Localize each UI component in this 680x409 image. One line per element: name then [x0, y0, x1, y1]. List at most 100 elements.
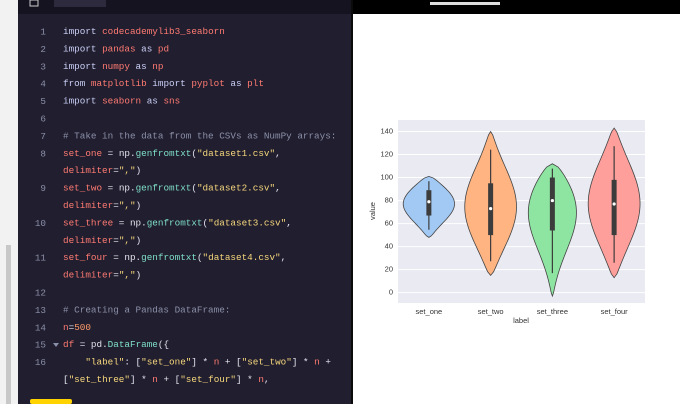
- code-token: =: [113, 270, 119, 281]
- code-token: +: [320, 357, 332, 368]
- code-token: =: [113, 235, 119, 246]
- code-token: =: [108, 253, 125, 264]
- code-token: ] *: [292, 357, 314, 368]
- code-token: # Creating a Pandas DataFrame:: [63, 305, 230, 316]
- y-tick-label: 120: [380, 150, 393, 159]
- code-token: set_four: [63, 253, 108, 264]
- code-token: # Take in the data from the CSVs as NumP…: [63, 131, 336, 142]
- code-token: delimiter: [63, 166, 113, 177]
- line-number: 12: [35, 287, 46, 298]
- y-axis-label: value: [368, 202, 377, 220]
- code-token: as: [130, 61, 147, 72]
- code-token: delimiter: [63, 200, 113, 211]
- x-tick-label: set_one: [416, 307, 443, 316]
- code-token: (: [191, 183, 197, 194]
- code-token: n: [258, 374, 264, 385]
- code-token: ): [136, 270, 142, 281]
- code-line: delimiter=","): [63, 235, 141, 246]
- code-line: import codecademylib3_seaborn: [63, 26, 225, 37]
- code-token: =: [113, 200, 119, 211]
- code-token: ,: [275, 183, 281, 194]
- code-token: genfromtxt: [136, 183, 192, 194]
- code-token: n: [314, 357, 320, 368]
- code-token: df: [63, 340, 74, 351]
- code-token: import: [63, 44, 96, 55]
- code-token: genfromtxt: [147, 218, 203, 229]
- y-tick-label: 80: [385, 196, 393, 205]
- code-token: ] *: [130, 374, 152, 385]
- line-number: 5: [40, 96, 46, 107]
- code-token: set_three: [63, 218, 113, 229]
- median: [489, 207, 493, 211]
- line-number: 15: [35, 340, 46, 351]
- run-button[interactable]: [30, 399, 72, 404]
- y-tick-label: 100: [380, 173, 393, 182]
- code-token: ): [136, 166, 142, 177]
- code-line: "label": ["set_one"] * n + ["set_two"] *…: [63, 357, 331, 368]
- code-token: np.: [124, 253, 141, 264]
- line-number: 13: [35, 305, 46, 316]
- median: [612, 202, 616, 206]
- code: 1 import codecademylib3_seaborn 2 import pa…: [35, 26, 337, 385]
- code-token: (: [203, 218, 209, 229]
- code-token: pd.: [91, 340, 108, 351]
- code-token: pd: [152, 44, 169, 55]
- median: [550, 198, 554, 203]
- code-token: "dataset2.csv": [197, 183, 275, 194]
- code-token: "set_one": [141, 357, 191, 368]
- editor: [18, 0, 351, 404]
- code-token: (: [191, 148, 197, 159]
- code-token: [63, 357, 85, 368]
- code-token: ] *: [191, 357, 213, 368]
- code-token: numpy: [96, 61, 130, 72]
- code-line: # Creating a Pandas DataFrame:: [63, 305, 230, 316]
- code-token: ] *: [236, 374, 258, 385]
- code-token: =: [74, 340, 91, 351]
- code-token: =: [69, 322, 75, 333]
- code-token: codecademylib3_seaborn: [96, 26, 224, 37]
- line-number: 7: [40, 131, 46, 142]
- code-token: ",": [119, 235, 136, 246]
- code-token: n: [214, 357, 220, 368]
- line-number: 3: [40, 61, 46, 72]
- code-token: np.: [119, 183, 136, 194]
- code-line: delimiter=","): [63, 166, 141, 177]
- file-icon[interactable]: [29, 0, 39, 7]
- x-axis-label: label: [513, 316, 529, 325]
- code-token: ",": [119, 270, 136, 281]
- code-token: set_one: [63, 148, 102, 159]
- code-token: "set_four": [180, 374, 236, 385]
- line-number: 1: [40, 26, 46, 37]
- y-tick-label: 60: [385, 219, 393, 228]
- code-token: ,: [264, 374, 270, 385]
- code-token: + [: [219, 357, 241, 368]
- code-token: "label": [85, 357, 124, 368]
- code-token: matplotlib: [85, 79, 146, 90]
- file-tab[interactable]: [54, 0, 106, 7]
- code-token: delimiter: [63, 235, 113, 246]
- code-token: "dataset3.csv": [208, 218, 286, 229]
- code-token: ): [136, 200, 142, 211]
- code-token: + [: [158, 374, 180, 385]
- code-token: seaborn: [96, 96, 141, 107]
- code-line: # Take in the data from the CSVs as NumP…: [63, 131, 336, 142]
- code-token: ,: [281, 253, 287, 264]
- code-token: np: [147, 61, 164, 72]
- code-line: set_two = np.genfromtxt("dataset2.csv",: [63, 183, 281, 194]
- line-number: 14: [35, 322, 47, 333]
- scrollbar: [6, 245, 11, 404]
- x-tick-label: set_three: [537, 307, 568, 316]
- code-token: from: [63, 79, 86, 90]
- code-line: import numpy as np: [63, 61, 163, 72]
- fold-arrow[interactable]: [53, 343, 59, 347]
- code-token: [: [63, 374, 69, 385]
- code-token: as: [141, 96, 158, 107]
- y-tick-label: 40: [385, 242, 393, 251]
- box: [549, 177, 555, 231]
- line-number: 4: [40, 79, 46, 90]
- code-token: =: [102, 148, 119, 159]
- line-number: 6: [40, 113, 46, 124]
- code-token: n: [63, 322, 69, 333]
- code-token: pyplot: [186, 79, 225, 90]
- code-line: set_three = np.genfromtxt("dataset3.csv"…: [63, 218, 292, 229]
